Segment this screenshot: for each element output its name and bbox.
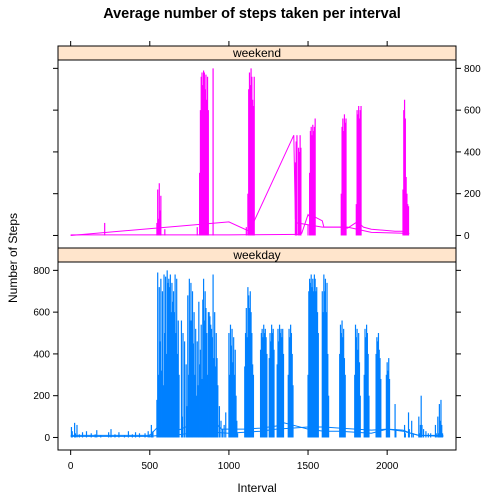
xtick-label-3: 1500 <box>297 461 320 472</box>
ytick-label-weekend-1: 200 <box>464 189 481 200</box>
panel-frame-weekday <box>57 261 457 451</box>
series-line-weekend-1 <box>70 213 405 236</box>
ytick-label-weekend-3: 600 <box>464 106 481 117</box>
panel-frame-weekend <box>57 59 457 249</box>
strip-label-weekend: weekend <box>232 46 281 60</box>
ytick-label-weekday-4: 800 <box>33 266 50 277</box>
panels-group: weekend 0 200 400 600 800 weekday 0 200 400 600 800… <box>33 41 481 472</box>
series-line-weekend-0 <box>70 134 410 236</box>
xtick-label-1: 500 <box>141 461 158 472</box>
xtick-label-4: 2000 <box>376 461 399 472</box>
ytick-label-weekend-0: 0 <box>464 231 470 242</box>
ytick-label-weekend-2: 400 <box>464 147 481 158</box>
chart-title: Average number of steps taken per interv… <box>103 6 401 22</box>
ytick-label-weekday-1: 200 <box>33 391 50 402</box>
ytick-label-weekday-0: 0 <box>44 433 50 444</box>
xtick-label-2: 1000 <box>218 461 241 472</box>
ytick-label-weekday-2: 400 <box>33 349 50 360</box>
ytick-label-weekday-3: 600 <box>33 308 50 319</box>
xtick-label-0: 0 <box>68 461 74 472</box>
y-axis-label: Number of Steps <box>6 213 20 303</box>
strip-label-weekday: weekday <box>232 248 280 262</box>
series-line-weekday-1 <box>70 426 444 437</box>
ytick-label-weekend-4: 800 <box>464 64 481 75</box>
x-axis-label: Interval <box>237 481 276 495</box>
series-line-weekday-0 <box>70 394 444 436</box>
